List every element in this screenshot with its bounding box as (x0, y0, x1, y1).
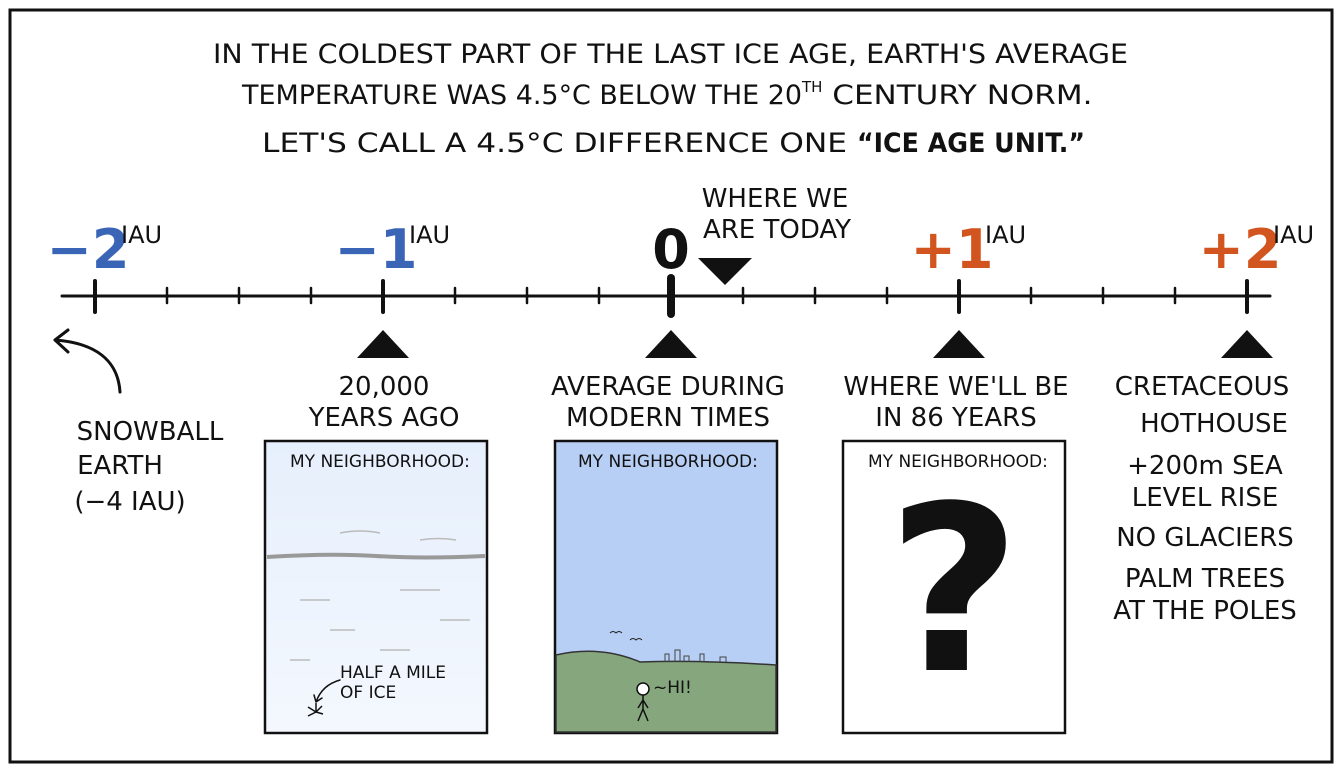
marker (1221, 330, 1273, 358)
today-label: WHERE WE (702, 184, 849, 214)
horizon (266, 552, 486, 560)
ground (555, 650, 777, 733)
header-line: IN THE COLDEST PART OF THE LAST ICE AGE,… (213, 39, 1128, 70)
panel (841, 439, 1067, 735)
person-body (637, 695, 649, 722)
note: NO GLACIERS (1116, 523, 1294, 553)
annotation: (−4 IAU) (74, 487, 185, 517)
scale-unit: IAU (409, 221, 450, 249)
arrow (53, 328, 122, 394)
panel-title: MY NEIGHBORHOOD: (290, 452, 470, 472)
note: LEVEL RISE (1132, 483, 1279, 513)
ice-texture (290, 530, 470, 661)
birds (609, 631, 643, 641)
marker (357, 330, 409, 358)
annotation: WHERE WE'LL BE (843, 372, 1068, 402)
person-head (636, 682, 650, 696)
header-line: LET'S CALL A 4.5°C DIFFERENCE ONE “ICE A… (262, 128, 1085, 159)
scale-label: −2 (47, 218, 130, 281)
header-line: TEMPERATURE WAS 4.5°C BELOW THE 20TH CEN… (241, 78, 1092, 111)
marker (933, 330, 985, 358)
panel-title: MY NEIGHBORHOOD: (578, 452, 758, 472)
annotation: IN 86 YEARS (875, 403, 1036, 433)
scale-label: +1 (911, 218, 994, 281)
annotation: CRETACEOUS (1115, 372, 1289, 402)
today-marker (698, 258, 752, 285)
annotation: AVERAGE DURING (551, 372, 785, 402)
annotation: 20,000 (339, 372, 430, 402)
annotation: SNOWBALL (77, 417, 224, 447)
scale-label: +2 (1199, 218, 1282, 281)
panel (263, 439, 489, 735)
annotation: YEARS AGO (308, 403, 460, 433)
note: +200m SEA (1127, 451, 1283, 481)
annotation: HOTHOUSE (1140, 409, 1288, 439)
panel-caption: HALF A MILE (340, 663, 446, 683)
header-text: TEMPERATURE WAS 4.5°C BELOW THE 20 (241, 80, 802, 111)
header-text: LET'S CALL A 4.5°C DIFFERENCE ONE (262, 128, 857, 159)
today-label: ARE TODAY (703, 215, 851, 245)
arrow (313, 679, 341, 703)
scale-unit: IAU (121, 221, 162, 249)
panel-caption: OF ICE (340, 683, 396, 703)
marker (645, 330, 697, 358)
scale-label: −1 (335, 218, 418, 281)
header-text: CENTURY NORM. (822, 80, 1092, 111)
header-emphasis: “ICE AGE UNIT.” (857, 128, 1085, 159)
note: PALM TREES (1125, 564, 1285, 594)
annotation: EARTH (77, 451, 163, 481)
speech: ~HI! (653, 678, 692, 698)
panel-title: MY NEIGHBORHOOD: (868, 452, 1048, 472)
note: AT THE POLES (1113, 596, 1297, 626)
sparkle (307, 703, 324, 717)
number-line (60, 274, 1272, 318)
annotation: MODERN TIMES (566, 403, 770, 433)
skyline (664, 649, 727, 662)
scale-label: 0 (652, 218, 690, 281)
superscript: TH (801, 78, 822, 96)
scale-unit: IAU (1273, 221, 1314, 249)
question-mark: ? (887, 458, 1020, 725)
scale-unit: IAU (985, 221, 1026, 249)
